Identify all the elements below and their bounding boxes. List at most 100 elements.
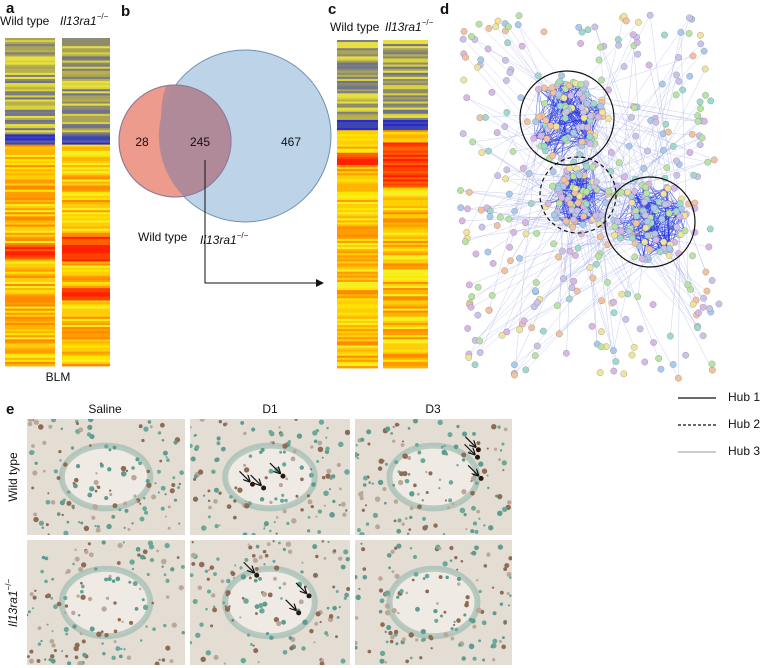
cell bbox=[72, 482, 76, 485]
heatmap-row bbox=[337, 64, 378, 68]
heatmap-row bbox=[383, 236, 428, 240]
cell bbox=[390, 634, 395, 640]
heatmap-row bbox=[5, 281, 55, 285]
network-node bbox=[464, 205, 471, 213]
cell bbox=[138, 461, 142, 466]
heatmap-row bbox=[5, 302, 55, 305]
network-node bbox=[672, 91, 680, 99]
cell bbox=[271, 470, 275, 473]
heatmap-row bbox=[337, 275, 378, 279]
heatmap-row bbox=[62, 136, 110, 139]
network-node bbox=[652, 236, 660, 244]
edge bbox=[552, 141, 583, 156]
edge bbox=[617, 210, 644, 222]
heatmap-row bbox=[383, 140, 428, 143]
heatmap-row bbox=[383, 187, 428, 191]
heatmap-row bbox=[383, 361, 428, 365]
cell bbox=[384, 462, 389, 466]
cell bbox=[231, 619, 234, 622]
network-node bbox=[457, 187, 464, 194]
network-node bbox=[593, 178, 600, 186]
cell bbox=[284, 498, 288, 503]
cell bbox=[50, 596, 54, 600]
cell bbox=[67, 661, 72, 665]
network-node bbox=[689, 252, 696, 260]
network-node bbox=[474, 311, 482, 319]
cell bbox=[398, 479, 404, 486]
pointer-arrow bbox=[467, 464, 478, 475]
heatmap-row bbox=[62, 56, 110, 59]
heatmap-row bbox=[5, 158, 55, 162]
heatmap-row bbox=[383, 204, 428, 207]
network-node bbox=[589, 163, 597, 171]
cell bbox=[310, 505, 314, 509]
heatmap-row bbox=[62, 76, 110, 80]
heatmap-row bbox=[337, 87, 378, 90]
cell bbox=[436, 602, 439, 605]
pointer-arrow bbox=[464, 443, 475, 454]
cell bbox=[325, 473, 331, 479]
heatmap-row bbox=[337, 247, 378, 250]
column-label: Il13ra1−/− bbox=[385, 18, 434, 34]
heatmap-row bbox=[5, 361, 55, 365]
cell bbox=[471, 550, 477, 556]
cell bbox=[273, 521, 276, 524]
cell bbox=[41, 526, 45, 530]
heatmap-row bbox=[5, 290, 55, 293]
network-node bbox=[482, 114, 489, 121]
network-node bbox=[592, 260, 600, 268]
network-node bbox=[583, 100, 591, 107]
heatmap-row bbox=[337, 189, 378, 193]
network-node bbox=[590, 100, 598, 107]
heatmap-row bbox=[337, 42, 378, 45]
cell bbox=[363, 475, 368, 481]
heatmap-row bbox=[62, 212, 110, 215]
cell bbox=[503, 621, 507, 625]
heatmap-row bbox=[383, 261, 428, 264]
heatmap-row bbox=[337, 52, 378, 55]
edge bbox=[479, 117, 585, 353]
heatmap-row bbox=[383, 144, 428, 147]
network-node bbox=[669, 143, 677, 150]
cell bbox=[104, 444, 109, 449]
cell bbox=[367, 649, 372, 654]
network-node bbox=[582, 163, 590, 170]
stained-cell bbox=[296, 610, 302, 616]
cell bbox=[437, 419, 443, 426]
cell bbox=[201, 525, 207, 531]
heatmap-row bbox=[383, 146, 428, 150]
stained-cell bbox=[478, 475, 484, 481]
edge bbox=[556, 175, 585, 213]
cell bbox=[161, 558, 167, 565]
cell bbox=[497, 425, 501, 429]
legend-label: Hub 2 bbox=[728, 417, 760, 431]
cell bbox=[108, 448, 112, 452]
cell bbox=[42, 440, 47, 445]
heatmap-row bbox=[337, 240, 378, 244]
network-node bbox=[566, 165, 573, 172]
cell bbox=[171, 482, 176, 487]
heatmap-row bbox=[62, 181, 110, 184]
cell bbox=[132, 581, 138, 587]
edge bbox=[570, 55, 694, 96]
heatmap-row bbox=[62, 351, 110, 355]
heatmap-row bbox=[383, 81, 428, 84]
cell bbox=[355, 645, 358, 650]
heatmap-row bbox=[337, 304, 378, 307]
cell bbox=[104, 632, 109, 638]
cell bbox=[123, 526, 126, 529]
network-node bbox=[509, 148, 517, 155]
network-node bbox=[486, 213, 494, 220]
heatmap-row bbox=[62, 284, 110, 287]
cell bbox=[244, 500, 247, 503]
cell bbox=[269, 635, 274, 640]
heatmap-row bbox=[383, 349, 428, 352]
edge bbox=[661, 218, 682, 235]
cell bbox=[282, 649, 288, 655]
heatmap-row bbox=[337, 220, 378, 223]
network-node bbox=[652, 118, 660, 126]
heatmap-row bbox=[337, 329, 378, 332]
heatmap-row bbox=[383, 234, 428, 238]
heatmap-row bbox=[337, 226, 378, 229]
cell bbox=[229, 495, 233, 499]
